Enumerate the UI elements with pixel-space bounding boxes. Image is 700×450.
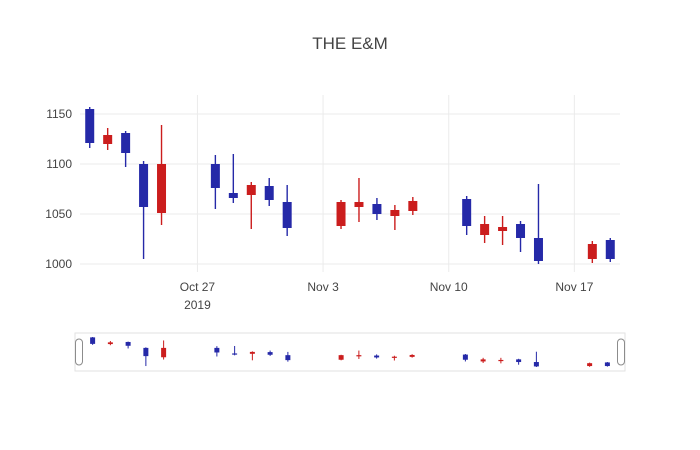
- range-slider-track[interactable]: [74, 332, 626, 372]
- mini-candle-body: [107, 342, 113, 345]
- mini-candle-body: [587, 363, 593, 367]
- mini-candle-body: [214, 347, 220, 353]
- mini-candle-body: [125, 341, 131, 346]
- y-tick-label: 1050: [45, 207, 72, 221]
- axes: 1000 1050 1100 1150 Oct 27 2019 Nov 3 Nov 10 Nov…: [45, 107, 593, 312]
- y-tick-label: 1150: [46, 107, 72, 121]
- candle-body: [533, 238, 543, 261]
- x-tick-label: Oct 27: [180, 280, 216, 294]
- mini-candle-body: [374, 355, 380, 358]
- candle-body: [139, 164, 149, 207]
- x-tick-sublabel: 2019: [184, 298, 211, 312]
- y-tick-label: 1000: [45, 257, 72, 271]
- candle-body: [480, 224, 490, 235]
- x-tick-label: Nov 10: [430, 280, 468, 294]
- candle-body: [605, 240, 615, 259]
- candle-body: [246, 185, 256, 195]
- candles: [85, 107, 615, 264]
- mini-candle-body: [498, 359, 504, 362]
- mini-candle-body: [480, 359, 486, 362]
- range-slider-right-handle[interactable]: [617, 338, 625, 366]
- mini-candle-body: [516, 359, 522, 363]
- mini-candle-body: [232, 353, 238, 355]
- range-slider[interactable]: [74, 332, 626, 372]
- mini-candle-body: [462, 354, 468, 360]
- candle-body: [408, 201, 418, 211]
- mini-candle-body: [267, 352, 273, 355]
- mini-candle-body: [249, 351, 255, 354]
- candle-body: [210, 164, 220, 188]
- candle-body: [462, 199, 472, 226]
- candle-body: [354, 202, 364, 207]
- candle-body: [336, 202, 346, 226]
- candle-body: [498, 227, 508, 231]
- mini-candle-body: [356, 355, 362, 357]
- mini-candle-body: [391, 356, 397, 358]
- candle-body: [103, 135, 113, 144]
- mini-candle-body: [285, 355, 291, 361]
- candle-body: [282, 202, 292, 228]
- candle-body: [516, 224, 526, 238]
- mini-candle-body: [143, 347, 149, 357]
- mini-candle-body: [161, 347, 167, 358]
- mini-candle-body: [604, 362, 610, 367]
- candle-body: [587, 244, 597, 259]
- candle-body: [228, 193, 238, 198]
- candle-body: [85, 109, 95, 143]
- candle-body: [264, 186, 274, 200]
- mini-candle-body: [409, 354, 415, 357]
- candle-body: [390, 210, 400, 216]
- candle-body: [121, 133, 131, 153]
- chart-title: THE E&M: [312, 34, 388, 53]
- x-tick-label: Nov 17: [555, 280, 593, 294]
- range-slider-left-handle[interactable]: [75, 338, 83, 366]
- mini-candle-body: [90, 337, 96, 344]
- x-tick-label: Nov 3: [307, 280, 339, 294]
- mini-candle-body: [533, 362, 539, 367]
- candle-body: [372, 204, 382, 214]
- candle-body: [157, 164, 167, 213]
- y-tick-label: 1100: [46, 157, 72, 171]
- grid-layer: [80, 95, 620, 272]
- mini-candle-body: [338, 355, 344, 360]
